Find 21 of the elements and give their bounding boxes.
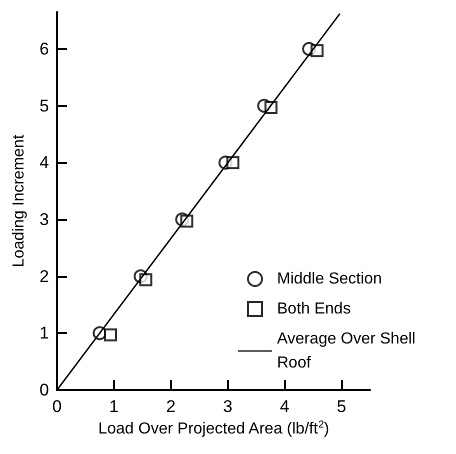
x-tick-label: 0: [52, 397, 62, 416]
x-tick-label: 4: [280, 397, 290, 416]
point: [139, 273, 152, 286]
x-tick-label: 1: [109, 397, 119, 416]
y-tick-label: 1: [40, 324, 49, 343]
legend-label: Both Ends: [277, 300, 351, 318]
legend-label: Middle Section: [277, 270, 382, 288]
y-tick-label: 2: [40, 266, 49, 286]
point: [104, 328, 117, 342]
x-tick-label: 2: [166, 397, 176, 416]
x-tick-label: 3: [222, 397, 232, 416]
y-tick-label: 3: [40, 210, 49, 229]
point: [226, 156, 240, 170]
y-tick-label: 5: [40, 96, 49, 116]
legend-label: Average Over Shell Roof: [277, 330, 420, 372]
x-tick-label: 5: [336, 397, 346, 416]
y-tick-label: 4: [40, 153, 49, 172]
point: [310, 44, 324, 58]
y-tick-label: 6: [40, 39, 49, 58]
y-tick-label: 0: [40, 380, 49, 400]
y-axis-title: Loading Increment: [10, 134, 28, 268]
